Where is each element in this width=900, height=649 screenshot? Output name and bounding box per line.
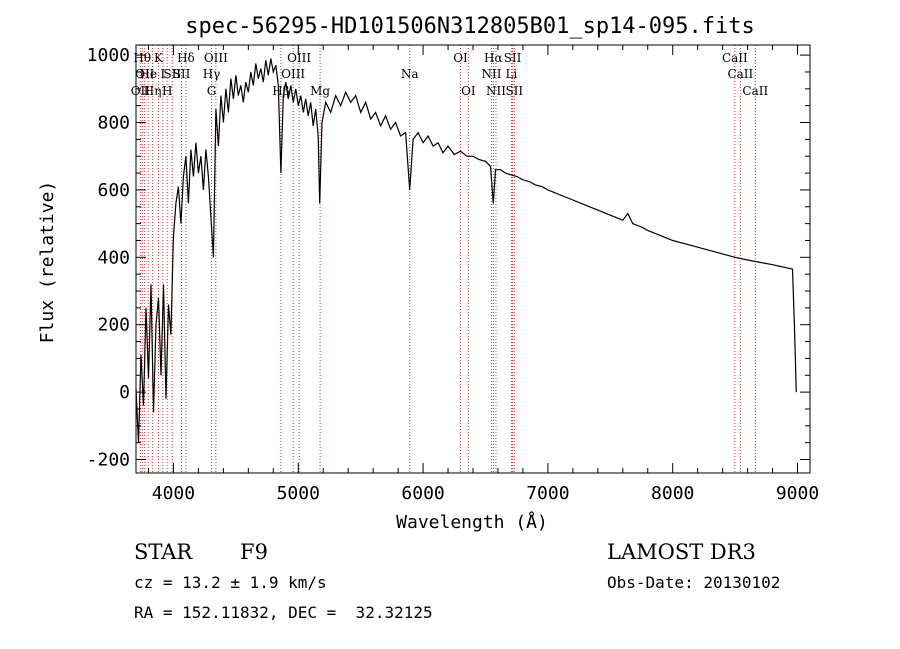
x-axis-label: Wavelength (Å) <box>396 511 548 533</box>
spectral-line-label: NII <box>486 84 506 98</box>
y-tick-label: -200 <box>87 450 130 471</box>
spectral-line-label: SII <box>505 84 523 98</box>
y-axis-label: Flux (relative) <box>37 181 58 344</box>
spectral-line-label: Hη <box>144 84 162 98</box>
x-tick-label: 7000 <box>526 483 569 504</box>
object-class: STAR <box>134 540 193 564</box>
spectral-line-label: Hθ <box>133 51 151 65</box>
y-tick-label: 1000 <box>87 45 130 66</box>
y-tick-label: 200 <box>97 315 130 336</box>
spectral-line-label: I <box>160 67 165 81</box>
spectral-line-label: SII <box>504 51 522 65</box>
spectral-line-label: OI <box>461 84 476 98</box>
spectral-line-label: Hα <box>484 51 503 65</box>
chart-title: spec-56295-HD101506N312805B01_sp14-095.f… <box>185 14 755 39</box>
spectral-line-label: CaII <box>722 51 748 65</box>
x-tick-label: 4000 <box>152 483 195 504</box>
spectral-line-label: OIII <box>281 67 305 81</box>
spectral-line-label: SII <box>163 67 181 81</box>
spectral-line-label: Mg <box>310 84 330 98</box>
object-subclass: F9 <box>240 540 268 564</box>
spectral-line-label: K <box>154 51 164 65</box>
spectral-line-label: H <box>162 84 172 98</box>
spectral-line-label: OII <box>135 67 155 81</box>
spectral-line-label: Na <box>401 67 419 81</box>
x-tick-label: 6000 <box>401 483 444 504</box>
spectral-line-label: CaII <box>742 84 768 98</box>
x-axis-ticks: 4000 5000 6000 7000 8000 9000 <box>147 45 819 504</box>
redshift-velocity: cz = 13.2 ± 1.9 km/s <box>134 573 327 592</box>
spectral-line-label: CaII <box>727 67 753 81</box>
spectrum-series-line <box>135 58 797 443</box>
spectral-line-label: OI <box>453 51 468 65</box>
y-tick-label: 600 <box>97 180 130 201</box>
y-tick-label: 800 <box>97 113 130 134</box>
spectral-line-label: OIII <box>204 51 228 65</box>
spectral-line-label: Li <box>506 67 518 81</box>
spectral-line-label: OIII <box>287 51 311 65</box>
spectral-line-label: SII <box>173 67 191 81</box>
sky-coordinates: RA = 152.11832, DEC = 32.32125 <box>134 603 433 622</box>
survey-name: LAMOST DR3 <box>607 540 756 564</box>
spectral-line-label: He <box>139 67 157 81</box>
spectral-line-label: NII <box>481 67 501 81</box>
spectral-line-label: Hγ <box>203 67 221 81</box>
observation-date: Obs-Date: 20130102 <box>607 573 781 592</box>
x-tick-label: 8000 <box>651 483 694 504</box>
spectral-line-markers <box>139 45 756 473</box>
plot-frame <box>135 44 811 474</box>
x-tick-label: 9000 <box>776 483 819 504</box>
y-tick-label: 0 <box>119 382 130 403</box>
spectral-line-label: G <box>207 84 217 98</box>
x-tick-label: 5000 <box>277 483 320 504</box>
spectral-line-label: Hδ <box>177 51 195 65</box>
y-tick-label: 400 <box>97 247 130 268</box>
y-axis-ticks: -200 0 200 400 600 800 1000 <box>87 45 810 471</box>
